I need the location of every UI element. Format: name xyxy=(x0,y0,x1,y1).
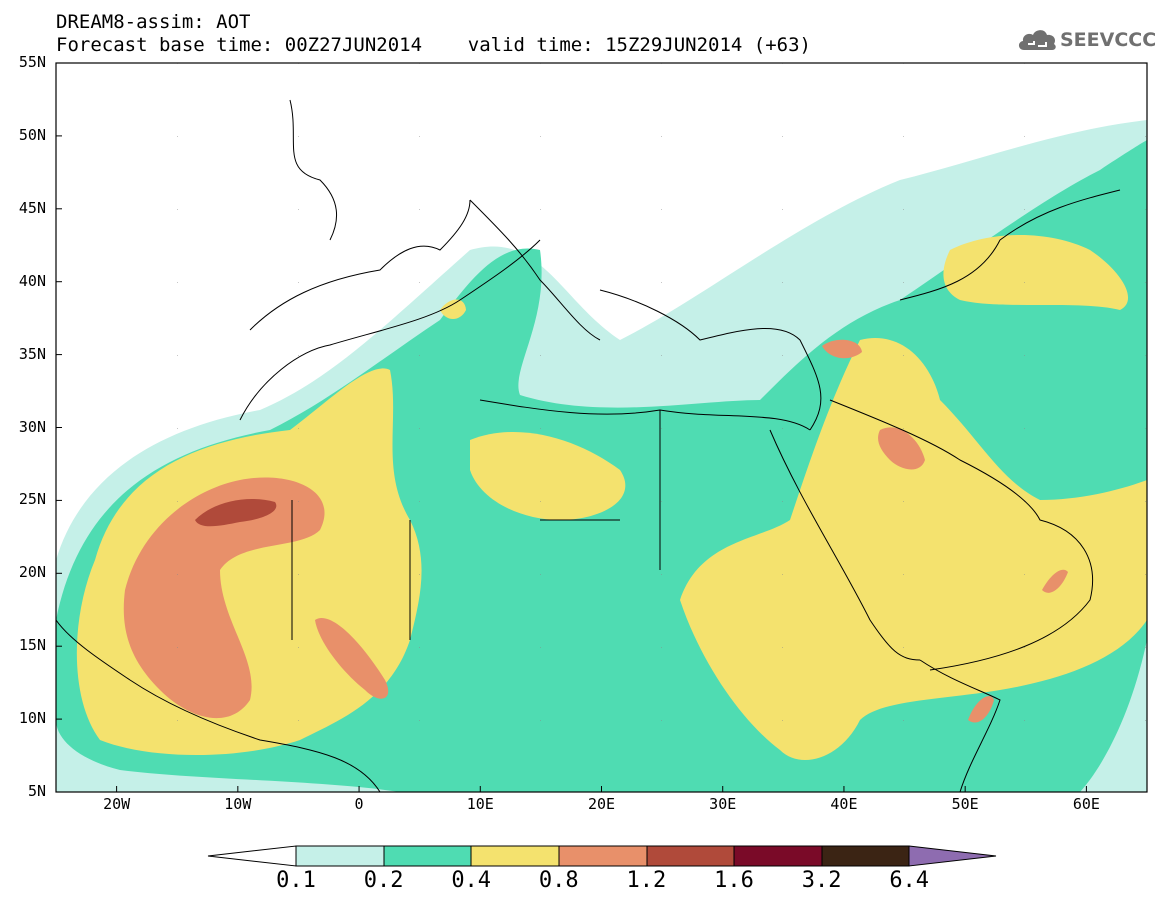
colorbar-lower-arrow xyxy=(207,845,297,867)
lon-label: 0 xyxy=(354,795,364,813)
coastlines xyxy=(56,99,1121,792)
colorbar-label: 0.4 xyxy=(451,868,492,893)
lat-label: 15N xyxy=(18,636,46,655)
colorbar-label: 0.2 xyxy=(363,868,404,893)
colorbar-swatch-3 xyxy=(470,845,560,867)
colorbar-label: 0.1 xyxy=(276,868,316,893)
colorbar xyxy=(207,845,997,867)
colorbar-swatch-5 xyxy=(646,845,735,867)
lon-label: 50E xyxy=(951,795,979,813)
lon-label: 40E xyxy=(830,795,858,813)
lat-label: 25N xyxy=(18,490,46,509)
forecast-time-line: Forecast base time: 00Z27JUN2014 valid t… xyxy=(56,34,811,56)
seevccc-logo: SEEVCCC xyxy=(1016,24,1156,58)
map-title: DREAM8-assim: AOT xyxy=(56,11,251,33)
colorbar-label: 6.4 xyxy=(889,868,930,893)
lat-label: 30N xyxy=(18,417,46,436)
colorbar-label: 3.2 xyxy=(801,868,842,893)
lon-label: 30E xyxy=(709,795,737,813)
colorbar-label: 1.6 xyxy=(714,868,754,893)
lat-label: 10N xyxy=(18,709,46,728)
colorbar-swatch-1 xyxy=(295,845,385,867)
lat-label: 5N xyxy=(27,782,46,800)
lat-label: 35N xyxy=(18,344,46,363)
lon-label: 60E xyxy=(1072,795,1100,813)
lat-label: 55N xyxy=(18,53,46,71)
lon-label: 10W xyxy=(224,795,252,813)
lon-label: 20W xyxy=(103,795,131,813)
lat-label: 40N xyxy=(18,271,46,290)
logo-text: SEEVCCC xyxy=(1060,29,1157,51)
colorbar-swatch-2 xyxy=(383,845,472,867)
colorbar-swatch-7 xyxy=(821,845,910,867)
colorbar-label: 1.2 xyxy=(626,868,667,893)
lat-label: 20N xyxy=(18,563,46,582)
lat-label: 45N xyxy=(18,198,46,217)
colorbar-swatch-4 xyxy=(558,845,648,867)
colorbar-upper-arrow xyxy=(908,845,997,867)
colorbar-label: 0.8 xyxy=(538,868,579,893)
lat-label: 50N xyxy=(18,125,46,144)
cloud-icon xyxy=(1018,30,1056,50)
lon-label: 20E xyxy=(587,795,616,813)
lon-label: 10E xyxy=(466,795,494,813)
colorbar-swatch-6 xyxy=(733,845,823,867)
